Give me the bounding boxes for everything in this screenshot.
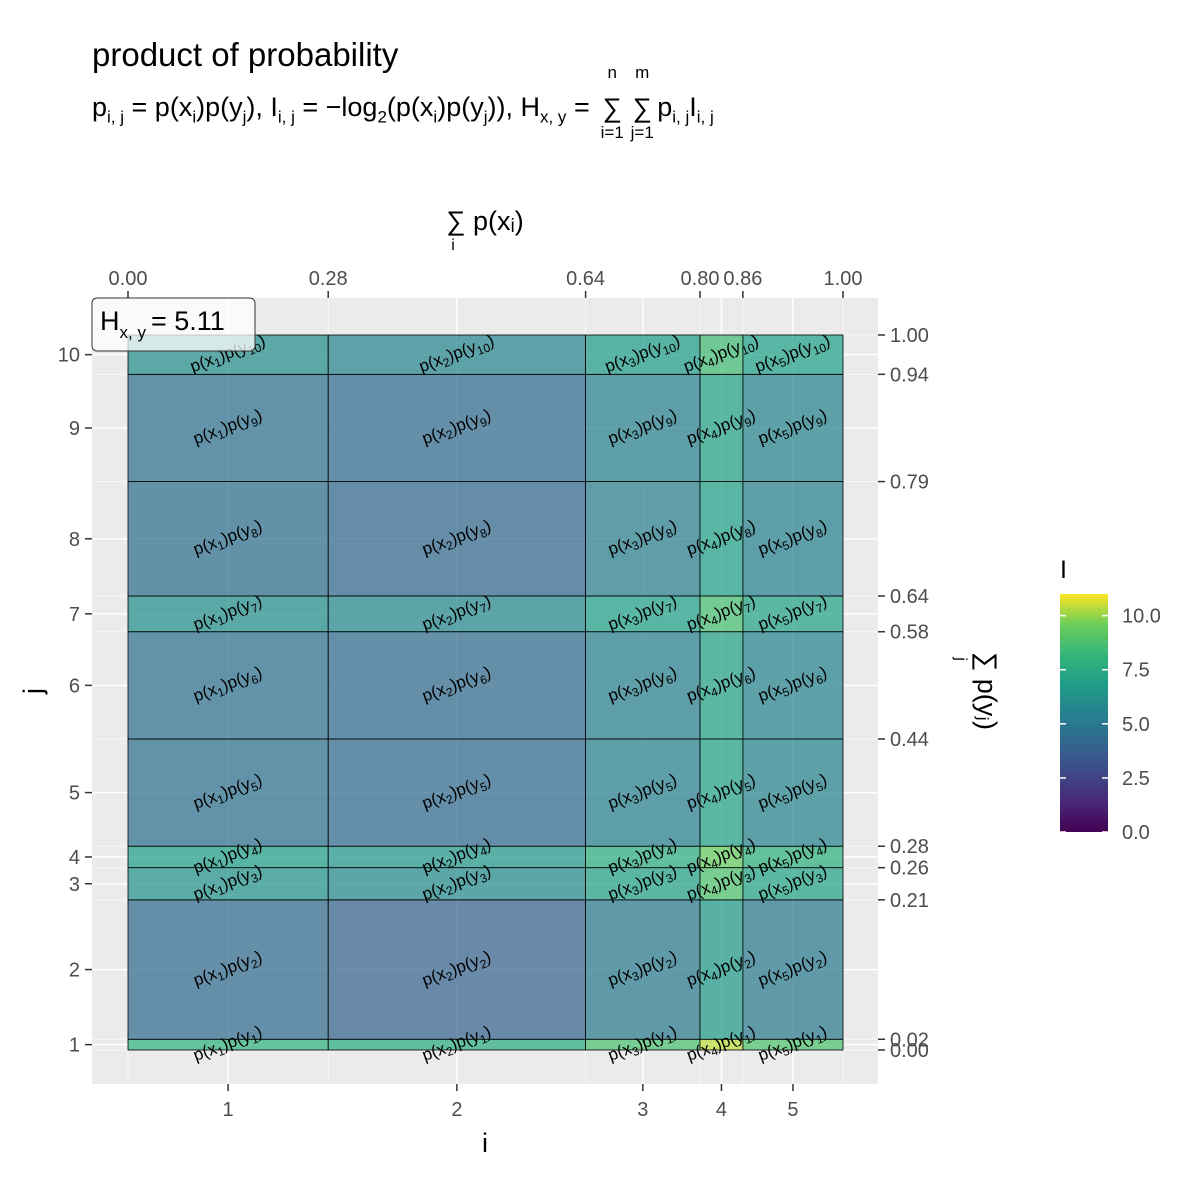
y-tick-label-10: 10 (58, 345, 80, 367)
legend-ticks: 0.0 2.5 5.0 7.5 10.0 (1060, 606, 1161, 844)
legend-tick-label-4: 10.0 (1122, 606, 1161, 628)
legend-tick-label-1: 2.5 (1122, 768, 1150, 790)
x2-axis-title: ∑ p(xᵢ) i (446, 206, 524, 254)
cell-4-6 (699, 631, 744, 740)
y-axis-title: j (18, 688, 48, 695)
svg-text:Hx, y= 5.11: Hx, y = 5.11 (100, 306, 225, 342)
cell-3-10 (585, 334, 701, 375)
sum-symbol-i: n ∑ i=1 (600, 63, 624, 143)
y-tick-label-8: 8 (69, 529, 80, 551)
y2-tick-label-4: 0.28 (890, 836, 929, 858)
chart-subtitle: pi, j = p(xi)p(yj), Ii, j = −log2(p(xi)p… (92, 63, 714, 143)
y2-tick-label-8: 0.79 (890, 472, 929, 494)
x-tick-label-2: 2 (451, 1099, 462, 1121)
x2-tick-label-5: 1.00 (824, 268, 863, 290)
y2-tick-label-10: 1.00 (890, 325, 929, 347)
cell-1-8 (127, 481, 329, 597)
x-tick-label-3: 3 (637, 1099, 648, 1121)
cell-3-2 (585, 899, 701, 1040)
x-tick-label-1: 1 (223, 1099, 234, 1121)
cell-1-7 (127, 595, 329, 633)
y-tick-label-7: 7 (69, 604, 80, 626)
y-tick-label-3: 3 (69, 874, 80, 896)
y2-tick-label-5: 0.44 (890, 729, 929, 751)
axes: 1 2 3 4 5 1 2 3 4 5 6 7 8 9 10 0.00 0.28 0.64 0.80 0.86 1.00… (58, 268, 929, 1121)
cell-2-6 (327, 631, 587, 740)
cell-1-2 (127, 899, 329, 1040)
y2-tick-label-7: 0.64 (890, 586, 929, 608)
cell-3-6 (585, 631, 701, 740)
cell-4-5 (699, 738, 744, 847)
legend: I 0.0 2.5 5.0 7.5 10.0 (1060, 556, 1161, 844)
legend-tick-label-0: 0.0 (1122, 822, 1150, 844)
y-tick-label-5: 5 (69, 783, 80, 805)
y2-tick-label-6: 0.58 (890, 622, 929, 644)
x-axis-title: i (482, 1128, 488, 1158)
chart-title: product of probability (92, 36, 399, 73)
svg-text:∑ p(yⱼ): ∑ p(yⱼ) (972, 652, 1002, 730)
cell-4-10 (699, 334, 744, 375)
annotation-value: = 5.11 (151, 306, 225, 336)
x2-tick-label-0: 0.00 (109, 268, 148, 290)
cell-1-6 (127, 631, 329, 740)
svg-text:∑ p(xᵢ): ∑ p(xᵢ) (446, 206, 524, 236)
y2-tick-label-1: 0.02 (890, 1029, 929, 1051)
y2-tick-label-2: 0.21 (890, 890, 929, 912)
x-tick-label-4: 4 (716, 1099, 727, 1121)
y2-axis-title: ∑ p(yⱼ) j (952, 652, 1002, 730)
sum-symbol-j: m ∑ j=1 (630, 63, 654, 143)
heatmap-cells (127, 334, 844, 1051)
cell-4-3 (699, 867, 744, 901)
svg-text:j: j (952, 656, 969, 661)
cell-5-5 (742, 738, 844, 847)
cell-3-5 (585, 738, 701, 847)
legend-tick-label-2: 5.0 (1122, 714, 1150, 736)
cell-5-2 (742, 899, 844, 1040)
cell-2-10 (327, 334, 587, 375)
cell-5-3 (742, 867, 844, 901)
legend-colorbar (1060, 594, 1108, 832)
cell-5-8 (742, 481, 844, 597)
cell-5-7 (742, 595, 844, 633)
cell-2-8 (327, 481, 587, 597)
svg-text:i: i (451, 237, 455, 254)
cell-3-8 (585, 481, 701, 597)
cell-5-6 (742, 631, 844, 740)
annotation-box: Hx, y = 5.11 (91, 297, 256, 352)
cell-5-9 (742, 373, 844, 482)
x2-tick-label-1: 0.28 (309, 268, 348, 290)
annotation-sub: x, y (120, 323, 147, 342)
x2-tick-label-4: 0.86 (723, 268, 762, 290)
y-tick-label-1: 1 (69, 1035, 80, 1057)
x-tick-label-5: 5 (787, 1099, 798, 1121)
y-tick-label-2: 2 (69, 960, 80, 982)
y2-tick-label-0: 0.00 (890, 1040, 929, 1062)
cell-3-3 (585, 867, 701, 901)
y2-tick-label-3: 0.26 (890, 858, 929, 880)
cell-4-9 (699, 373, 744, 482)
annotation-h: H (100, 306, 120, 336)
legend-tick-label-3: 7.5 (1122, 660, 1150, 682)
y-tick-label-6: 6 (69, 675, 80, 697)
cell-1-3 (127, 867, 329, 901)
cell-3-7 (585, 595, 701, 633)
y-tick-label-4: 4 (69, 847, 80, 869)
cell-1-5 (127, 738, 329, 847)
legend-title: I (1060, 556, 1067, 584)
x2-tick-label-2: 0.64 (566, 268, 605, 290)
y-tick-label-9: 9 (69, 418, 80, 440)
cell-5-10 (742, 334, 844, 375)
y2-tick-label-9: 0.94 (890, 364, 929, 386)
cell-4-2 (699, 899, 744, 1040)
x2-tick-label-3: 0.80 (681, 268, 720, 290)
